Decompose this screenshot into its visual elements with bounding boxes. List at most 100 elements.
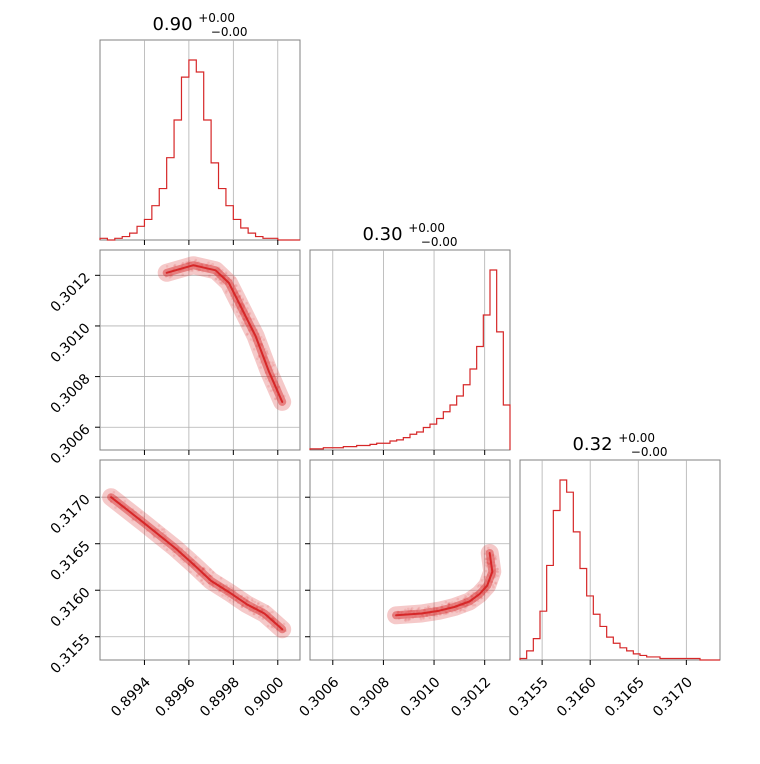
scatter-point xyxy=(470,602,473,605)
scatter-point xyxy=(265,350,269,353)
scatter-point xyxy=(459,608,463,611)
scatter-point xyxy=(274,397,277,400)
scatter-point xyxy=(264,356,268,360)
scatter-point xyxy=(252,317,255,321)
scatter-point xyxy=(487,591,490,594)
scatter-point xyxy=(114,506,117,509)
scatter-point xyxy=(469,594,473,597)
scatter-point xyxy=(485,588,489,591)
scatter-point xyxy=(208,581,211,585)
scatter-point xyxy=(494,574,497,577)
scatter-point xyxy=(446,611,450,615)
scatter-point xyxy=(181,261,185,265)
scatter-point xyxy=(152,534,156,538)
scatter-point xyxy=(453,609,457,612)
scatter-point xyxy=(493,575,497,578)
scatter-point xyxy=(240,594,244,598)
scatter-point xyxy=(273,617,276,621)
scatter-point xyxy=(231,587,235,590)
scatter-point xyxy=(208,585,212,588)
scatter-point xyxy=(403,618,407,622)
scatter-point xyxy=(232,600,235,603)
x-tick-label: 0.8996 xyxy=(153,674,199,720)
scatter-point xyxy=(259,335,263,339)
hist-step-1 xyxy=(309,269,511,450)
scatter-point xyxy=(237,305,240,309)
scatter-point xyxy=(401,611,404,614)
scatter-point xyxy=(233,299,236,303)
scatter-point xyxy=(260,342,264,346)
scatter-point xyxy=(486,562,490,565)
scatter-point xyxy=(213,272,216,275)
scatter-point xyxy=(407,607,410,611)
scatter-point xyxy=(240,605,244,609)
scatter-point xyxy=(227,588,231,591)
scatter-point xyxy=(456,607,459,610)
scatter-point xyxy=(198,268,201,272)
scatter-point xyxy=(242,597,246,601)
scatter-point xyxy=(266,605,270,608)
scatter-point xyxy=(256,602,260,606)
scatter-point xyxy=(194,258,198,262)
scatter-point xyxy=(236,289,240,293)
scatter-point xyxy=(242,305,246,308)
scatter-point xyxy=(271,388,275,392)
scatter-point xyxy=(218,278,222,281)
scatter-point xyxy=(246,332,249,336)
scatter-point xyxy=(283,629,286,632)
scatter-point xyxy=(264,371,268,374)
scatter-point xyxy=(485,589,489,592)
scatter-point xyxy=(171,547,174,551)
scatter-point xyxy=(115,496,118,499)
scatter-point xyxy=(201,567,205,571)
scatter-point xyxy=(187,261,190,265)
scatter-point xyxy=(485,561,489,564)
scatter-point xyxy=(438,613,442,616)
scatter-point xyxy=(435,614,439,618)
scatter-point xyxy=(201,582,205,585)
scatter-point xyxy=(224,283,228,286)
scatter-point xyxy=(248,608,251,612)
scatter-point xyxy=(242,306,245,310)
scatter-point xyxy=(176,546,180,549)
scatter-point xyxy=(257,354,261,358)
scatter-point xyxy=(217,266,220,270)
scatter-point xyxy=(496,570,500,574)
scatter-point xyxy=(242,317,245,320)
scatter-point xyxy=(233,589,237,593)
x-tick-label: 0.3155 xyxy=(506,674,552,720)
y-tick-label: 0.3008 xyxy=(48,371,94,417)
scatter-point xyxy=(239,294,242,298)
scatter-point xyxy=(458,609,461,613)
scatter-point xyxy=(200,578,204,582)
scatter-point xyxy=(480,585,483,588)
scatter-point xyxy=(486,556,490,560)
scatter-point xyxy=(492,585,495,589)
scatter-point xyxy=(253,600,257,604)
panel-diag-2: 0.32 +0.00 −0.00 xyxy=(519,431,721,665)
scatter-point xyxy=(445,611,448,614)
scatter-point xyxy=(252,348,256,351)
scatter-point xyxy=(245,333,249,336)
scatter-point xyxy=(162,528,166,531)
scatter-point xyxy=(204,264,208,268)
scatter-point xyxy=(247,329,251,332)
scatter-point xyxy=(480,596,484,600)
scatter-point xyxy=(206,264,209,268)
scatter-point xyxy=(271,364,274,367)
scatter-point xyxy=(252,339,255,342)
scatter-point xyxy=(221,282,224,286)
scatter-point xyxy=(273,363,276,367)
scatter-point xyxy=(246,324,249,328)
scatter-point xyxy=(267,379,271,383)
scatter-point xyxy=(492,553,495,557)
scatter-point xyxy=(483,593,486,597)
scatter-point xyxy=(215,277,218,280)
scatter-point xyxy=(448,602,451,606)
scatter-point xyxy=(474,591,478,595)
scatter-point xyxy=(234,303,238,307)
scatter-point xyxy=(461,608,465,611)
scatter-point xyxy=(487,562,491,566)
scatter-point xyxy=(255,344,258,348)
scatter-point xyxy=(187,564,190,567)
